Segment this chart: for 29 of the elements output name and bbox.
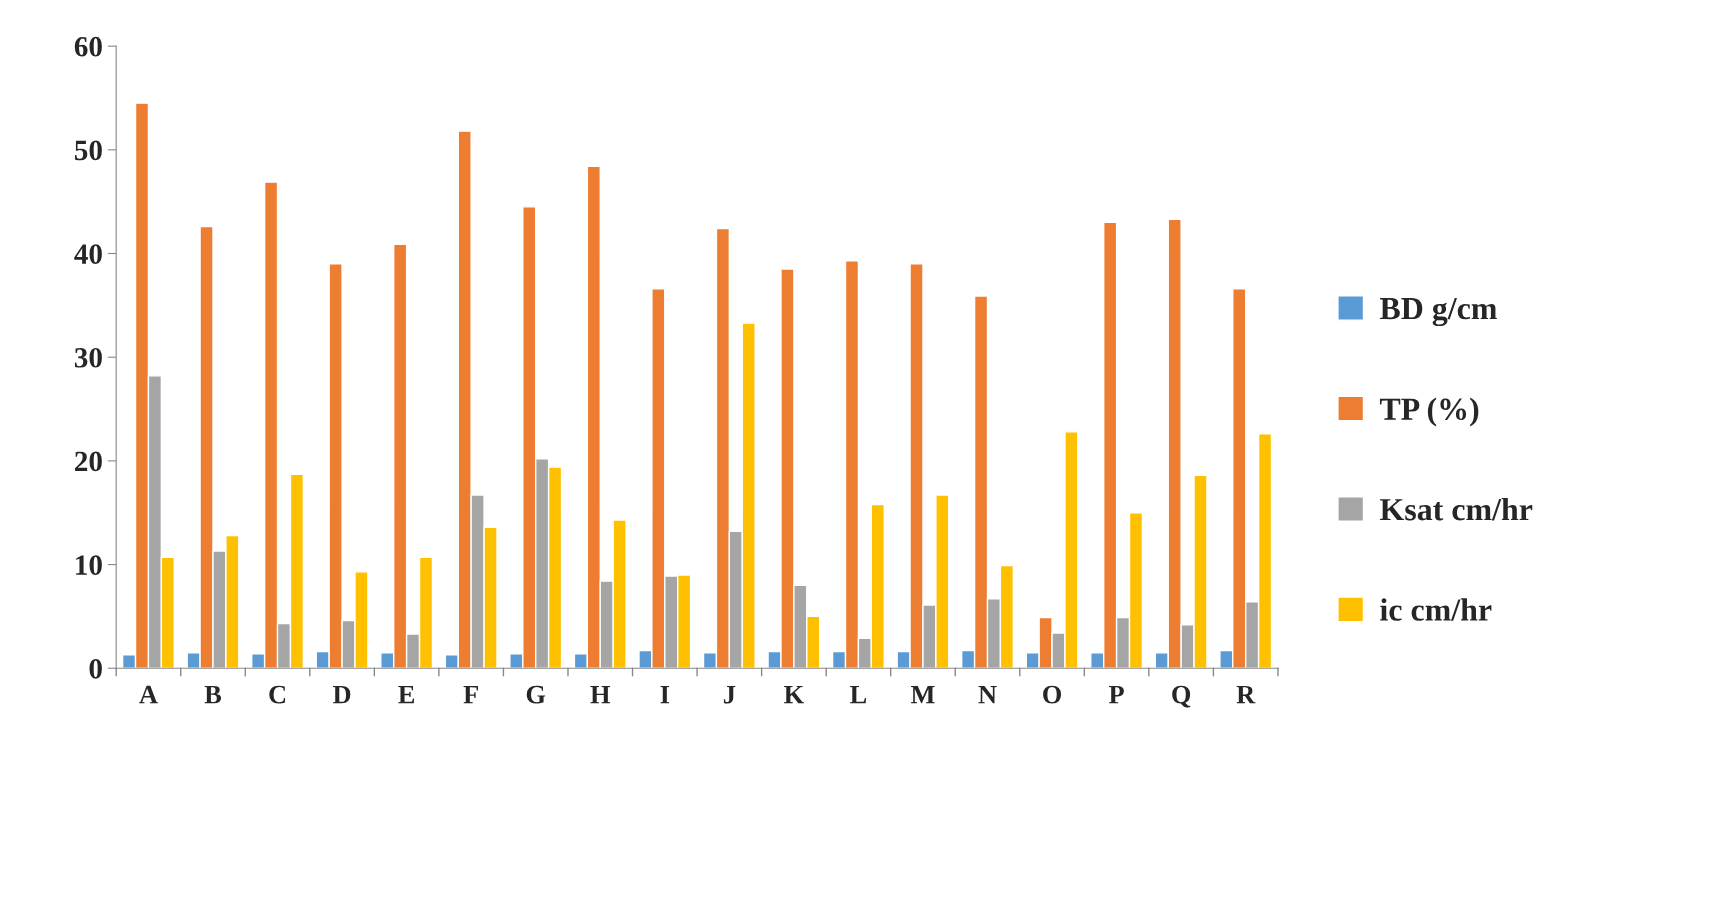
y-tick-label: 20 (75, 451, 102, 472)
y-tick-label: 60 (74, 36, 102, 57)
x-tick-label: N (978, 685, 997, 704)
x-tick-label: K (784, 685, 804, 704)
x-tick-label: B (204, 685, 222, 704)
x-tick-label: Q (1172, 685, 1191, 708)
x-tick-label: P (1108, 685, 1124, 704)
x-tick-label: G (526, 685, 546, 704)
x-tick-label: C (269, 685, 286, 704)
x-tick-label: L (850, 685, 867, 704)
x-tick-label: O (1043, 685, 1062, 704)
y-tick-label: 30 (74, 347, 102, 368)
legend-label: Ksat cm/hr (1379, 497, 1533, 521)
legend-label: ic cm/hr (1380, 598, 1492, 621)
y-tick-label: 10 (76, 555, 102, 575)
y-tick-label: 0 (89, 658, 102, 679)
x-tick-label: J (723, 685, 736, 704)
legend-label: TP (%) (1379, 397, 1479, 427)
x-tick-label: R (1236, 685, 1256, 704)
x-tick-label: F (463, 685, 478, 704)
y-tick-label: 50 (74, 140, 102, 161)
x-tick-label: I (660, 685, 670, 704)
x-tick-label: E (398, 685, 415, 704)
x-tick-label: D (333, 685, 351, 704)
legend-label: BD g/cm (1379, 297, 1497, 327)
x-tick-label: M (910, 685, 935, 704)
x-tick-label: A (139, 685, 158, 704)
y-tick-label: 40 (74, 244, 102, 264)
x-tick-label: H (590, 685, 611, 704)
